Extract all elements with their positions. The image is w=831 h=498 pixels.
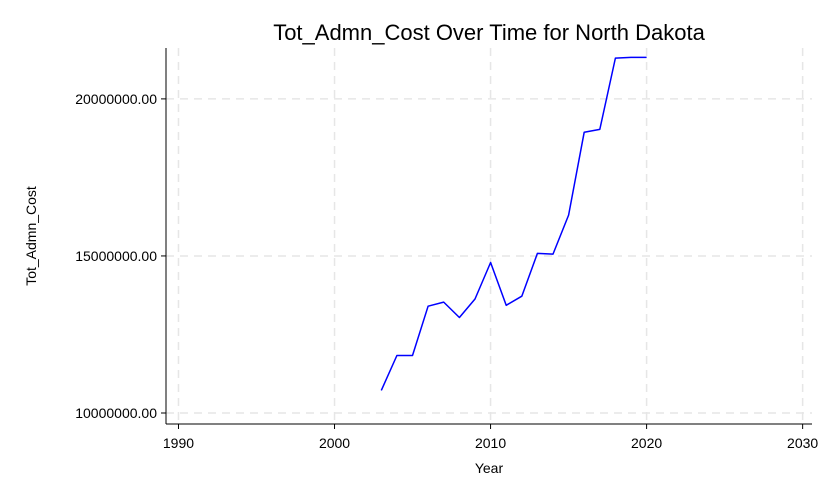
y-axis-label: Tot_Admn_Cost — [23, 186, 39, 286]
grid — [166, 48, 812, 424]
y-tick-label: 15000000.00 — [75, 248, 157, 264]
y-ticks: 10000000.00 15000000.00 20000000.00 — [75, 91, 166, 421]
x-tick-label: 2010 — [475, 435, 506, 451]
x-tick-label: 2020 — [631, 435, 662, 451]
series-line — [380, 56, 647, 391]
x-tick-label: 2000 — [319, 435, 350, 451]
x-tick-label: 1990 — [163, 435, 194, 451]
x-tick-label: 2030 — [787, 435, 818, 451]
x-axis-label: Year — [475, 460, 504, 476]
x-ticks: 1990 2000 2010 2020 2030 — [163, 424, 818, 451]
series-group — [380, 56, 647, 391]
chart-title: Tot_Admn_Cost Over Time for North Dakota — [273, 20, 705, 45]
y-tick-label: 20000000.00 — [75, 91, 157, 107]
y-tick-label: 10000000.00 — [75, 405, 157, 421]
axes — [165, 48, 812, 425]
